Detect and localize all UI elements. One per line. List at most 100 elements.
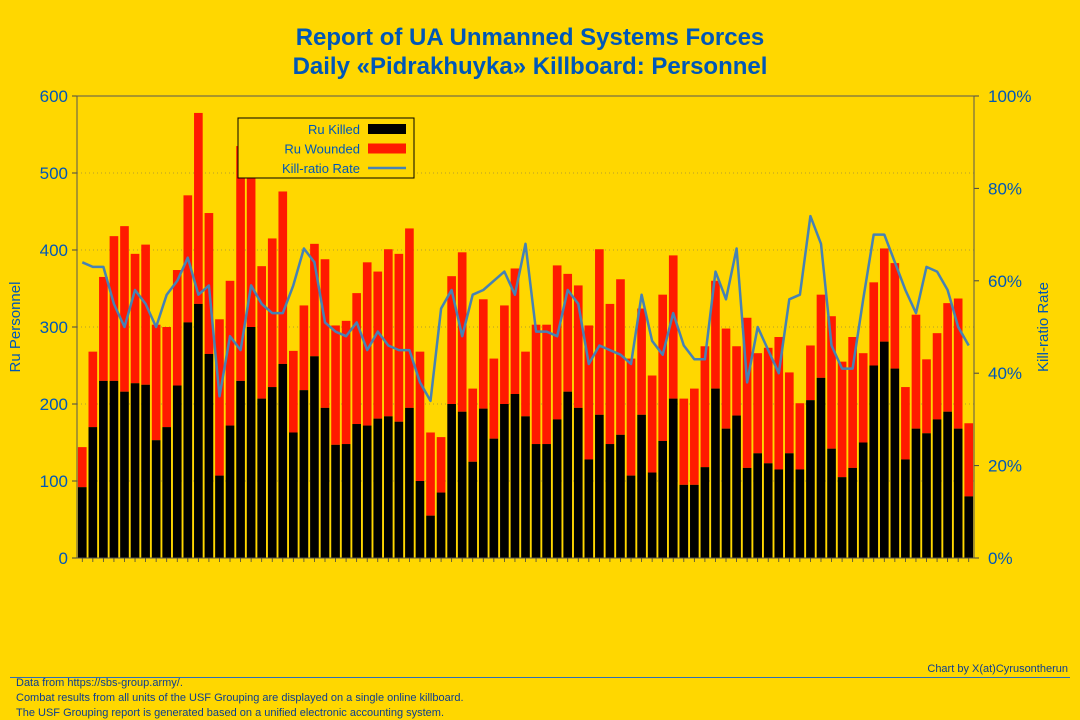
bar-wounded (172, 270, 182, 386)
bar-wounded (405, 228, 414, 408)
bar-wounded (478, 299, 488, 409)
bar-wounded (310, 243, 319, 357)
bar-wounded (922, 359, 931, 434)
bar-wounded (879, 248, 889, 342)
legend-label: Kill-ratio Rate (282, 161, 360, 176)
bar-wounded (763, 347, 773, 464)
bar-killed (869, 365, 879, 558)
bar-wounded (605, 303, 615, 445)
bar-wounded (573, 285, 583, 408)
bar-killed (901, 459, 910, 558)
bar-killed (468, 461, 478, 558)
footer-line-source: Data from https://sbs-group.army/. (16, 677, 183, 689)
y-axis-label: Ru Personnel (7, 282, 24, 373)
legend-label: Ru Wounded (284, 142, 360, 157)
bar-killed (478, 408, 488, 558)
y-tick-label: 0 (59, 549, 68, 568)
bar-killed (584, 459, 594, 558)
bar-killed (806, 400, 815, 558)
y-tick-label: 300 (40, 318, 68, 337)
bar-wounded (837, 361, 847, 478)
chart-title: Report of UA Unmanned Systems Forces (295, 24, 765, 51)
bar-wounded (320, 259, 330, 408)
bar-wounded (679, 398, 689, 485)
bar-killed (668, 398, 678, 558)
bar-killed (827, 448, 836, 558)
bar-killed (278, 363, 288, 558)
chart-subtitle: Daily «Pidrakhuyka» Killboard: Personnel (292, 53, 768, 80)
bar-wounded (658, 294, 668, 441)
y-tick-label: 500 (40, 164, 68, 183)
bar-killed (816, 377, 826, 558)
bar-wounded (120, 226, 129, 392)
bar-killed (236, 380, 245, 558)
bar-killed (679, 484, 689, 558)
y2-tick-label: 80% (988, 179, 1022, 198)
bar-wounded (848, 337, 857, 468)
bar-killed (310, 356, 319, 558)
bar-killed (837, 477, 847, 558)
bar-wounded (373, 271, 383, 419)
bar-wounded (647, 375, 657, 473)
bar-wounded (911, 314, 921, 429)
y-tick-label: 200 (40, 395, 68, 414)
bar-wounded (816, 294, 826, 378)
bar-wounded (257, 266, 267, 399)
bar-killed (531, 444, 541, 558)
bar-wounded (447, 276, 456, 404)
bar-wounded (542, 324, 551, 445)
bar-killed (215, 475, 224, 558)
bar-killed (362, 425, 372, 558)
y2-tick-label: 60% (988, 272, 1022, 291)
bar-wounded (436, 437, 446, 493)
bar-wounded (352, 293, 361, 425)
footer-line-method: The USF Grouping report is generated bas… (16, 707, 445, 719)
bar-wounded (415, 351, 425, 481)
y-tick-label: 400 (40, 241, 68, 260)
bar-wounded (289, 350, 298, 433)
bar-wounded (109, 236, 119, 381)
bar-killed (700, 467, 710, 558)
bar-killed (637, 414, 646, 558)
bar-wounded (383, 249, 393, 417)
bar-killed (763, 463, 773, 558)
bar-killed (647, 472, 657, 558)
bar-wounded (362, 262, 372, 426)
bar-killed (172, 385, 182, 558)
bar-killed (130, 383, 140, 558)
bar-wounded (563, 273, 573, 392)
bar-killed (246, 327, 256, 558)
bar-killed (120, 391, 129, 558)
footer-line-note: Combat results from all units of the USF… (16, 692, 464, 704)
kill-ratio-line (81, 214, 970, 403)
bar-wounded (99, 276, 108, 381)
bar-killed (795, 469, 805, 558)
bar-wounded (510, 268, 520, 394)
bar-killed (405, 407, 414, 558)
bar-killed (331, 444, 340, 558)
bar-killed (573, 407, 583, 558)
bar-killed (162, 427, 172, 558)
bar-killed (141, 384, 150, 558)
bar-wounded (784, 372, 794, 454)
bar-wounded (943, 303, 952, 412)
bar-wounded (341, 320, 351, 445)
bar-wounded (690, 388, 699, 485)
bar-wounded (901, 387, 910, 460)
bar-killed (352, 424, 361, 558)
bar-killed (436, 492, 446, 558)
bar-killed (595, 414, 604, 558)
bar-killed (225, 425, 235, 558)
legend-label: Ru Killed (308, 122, 360, 137)
bar-wounded (130, 253, 140, 384)
bar-wounded (531, 324, 541, 445)
bar-wounded (700, 346, 710, 468)
bar-killed (88, 427, 98, 558)
bar-killed (299, 390, 309, 558)
bar-wounded (552, 265, 562, 420)
bar-wounded (584, 325, 594, 460)
bar-wounded (88, 351, 98, 428)
bar-killed (848, 467, 857, 558)
y-tick-label: 100 (40, 472, 68, 491)
bar-killed (932, 419, 942, 558)
